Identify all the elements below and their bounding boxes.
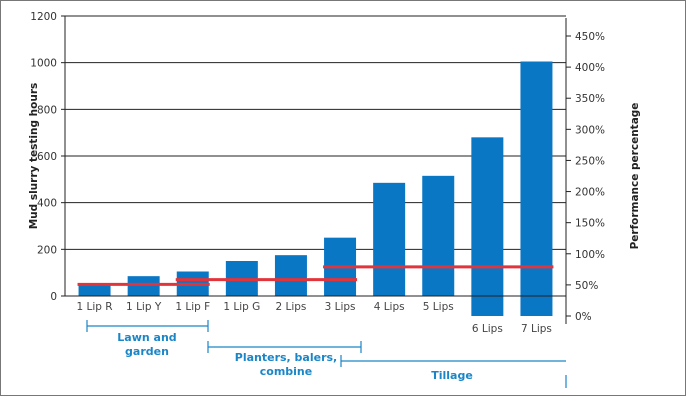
group-label: Tillage <box>431 369 473 382</box>
category-label: 1 Lip R <box>77 301 113 313</box>
category-label: 2 Lips <box>275 301 306 313</box>
left-tick-label: 400 <box>37 198 57 210</box>
category-label: 1 Lip Y <box>126 301 162 313</box>
bar <box>520 61 553 316</box>
group-label: Planters, balers, <box>235 351 337 364</box>
left-tick-label: 1200 <box>30 11 57 23</box>
right-tick-label: 250% <box>575 155 605 167</box>
category-label: 1 Lip F <box>175 301 210 313</box>
right-tick-label: 400% <box>575 62 605 74</box>
right-tick-label: 350% <box>575 93 605 105</box>
group-label: garden <box>125 345 169 358</box>
left-tick-label: 0 <box>50 291 57 303</box>
bar <box>422 175 455 296</box>
right-tick-label: 300% <box>575 124 605 136</box>
left-tick-label: 800 <box>37 104 57 116</box>
right-axis-ticks: 0% 50% 100% 150% 200% 250% 300% 350% 400% 450% <box>566 31 605 323</box>
bar <box>127 276 160 296</box>
performance-lines <box>77 265 554 286</box>
right-tick-label: 450% <box>575 31 605 43</box>
bar <box>373 182 406 296</box>
bar <box>274 255 307 296</box>
left-tick-label: 200 <box>37 244 57 256</box>
right-axis-title: Performance percentage <box>629 103 641 250</box>
category-label: 4 Lips <box>374 301 405 313</box>
left-axis-ticks: 0 200 400 600 800 1000 1200 <box>30 11 65 303</box>
left-axis-title: Mud slurry testing hours <box>28 83 40 230</box>
bar <box>78 284 111 296</box>
bar <box>471 137 504 316</box>
left-tick-label: 1000 <box>30 58 57 70</box>
group-label: combine <box>260 365 312 378</box>
category-labels: 1 Lip R 1 Lip Y 1 Lip F 1 Lip G 2 Lips 3 Lips… <box>77 301 552 335</box>
group-label: Lawn and <box>117 331 176 344</box>
category-label: 7 Lips <box>521 323 552 335</box>
right-tick-label: 200% <box>575 187 605 199</box>
bars <box>78 61 553 316</box>
category-label: 6 Lips <box>472 323 503 335</box>
category-label: 1 Lip G <box>223 301 260 313</box>
right-tick-label: 50% <box>575 280 598 292</box>
left-tick-label: 600 <box>37 151 57 163</box>
category-label: 5 Lips <box>423 301 454 313</box>
right-tick-label: 100% <box>575 249 605 261</box>
right-tick-label: 0% <box>575 311 592 323</box>
category-label: 3 Lips <box>325 301 356 313</box>
right-tick-label: 150% <box>575 218 605 230</box>
